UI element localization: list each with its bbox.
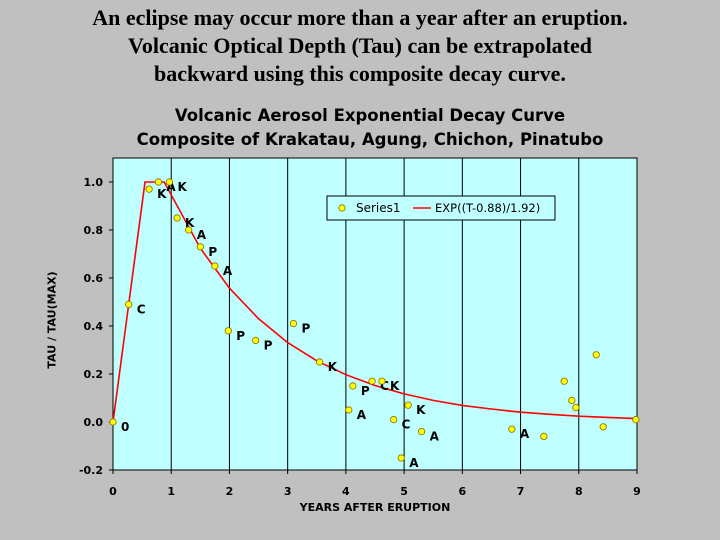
data-point: [390, 415, 398, 424]
data-point: [154, 178, 163, 186]
data-point: [173, 214, 181, 222]
data-point: [417, 427, 426, 436]
y-tick-label: -0.2: [79, 464, 103, 477]
y-tick-label: 0.2: [84, 368, 104, 381]
data-point: [109, 418, 117, 426]
point-label: K: [177, 180, 187, 194]
data-point: [572, 403, 580, 412]
data-point: [540, 432, 548, 440]
data-point: [508, 425, 516, 433]
data-point: [345, 406, 353, 414]
legend-marker: [338, 204, 346, 212]
x-tick-label: 8: [575, 485, 583, 498]
x-tick-label: 3: [284, 485, 292, 498]
data-point: [599, 423, 607, 431]
data-point: [349, 382, 357, 390]
data-point: [125, 300, 133, 308]
data-point: [211, 262, 219, 270]
data-point: [568, 396, 576, 404]
point-label: K: [328, 360, 338, 374]
data-point: [632, 415, 640, 424]
point-label: C: [380, 379, 389, 393]
legend-box: [326, 195, 556, 221]
point-label: C: [137, 302, 146, 316]
data-point: [165, 178, 174, 186]
point-label: P: [236, 329, 245, 343]
chart-title: Volcanic Aerosol Exponential Decay Curve…: [100, 104, 640, 152]
legend-fit-label: EXP((T-0.88)/1.92): [435, 201, 540, 215]
data-point: [289, 319, 298, 328]
slide-title-line-2: Volcanic Optical Depth (Tau) can be extr…: [127, 33, 593, 58]
data-point: [185, 226, 193, 234]
data-point: [378, 377, 386, 385]
point-label: K: [157, 187, 167, 201]
data-point: [368, 377, 376, 385]
chart-title-line-1: Volcanic Aerosol Exponential Decay Curve: [174, 106, 566, 125]
point-label: K: [416, 403, 426, 417]
point-label: A: [430, 430, 440, 444]
x-tick-label: 9: [633, 485, 641, 498]
y-tick-label: 1.0: [84, 176, 104, 189]
data-point: [252, 336, 260, 344]
y-axis-label: TAU / TAU(MAX): [45, 271, 59, 369]
x-tick-label: 2: [226, 485, 234, 498]
data-point: [397, 454, 405, 462]
point-label: K: [390, 379, 400, 393]
x-tick-label: 0: [109, 485, 117, 498]
y-tick-label: 0.6: [84, 272, 104, 285]
y-tick-label: 0.8: [84, 224, 104, 237]
x-tick-label: 5: [400, 485, 408, 498]
slide-title-line-1: An eclipse may occur more than a year af…: [92, 5, 628, 30]
data-point: [560, 377, 568, 385]
point-label: A: [223, 264, 233, 278]
x-axis-label: YEARS AFTER ERUPTION: [299, 501, 451, 514]
slide-title: An eclipse may occur more than a year af…: [0, 4, 720, 88]
chart-title-line-2: Composite of Krakatau, Agung, Chichon, P…: [136, 130, 604, 149]
point-label: P: [264, 338, 273, 352]
point-label: A: [166, 180, 176, 194]
x-tick-label: 1: [167, 485, 175, 498]
data-point: [404, 401, 412, 409]
x-tick-label: 6: [459, 485, 467, 498]
point-label: A: [520, 427, 530, 441]
point-label: P: [361, 384, 370, 398]
point-label: C: [402, 418, 411, 432]
data-point: [316, 358, 324, 366]
x-tick-label: 7: [517, 485, 525, 498]
y-tick-label: 0.4: [84, 320, 104, 333]
legend-series1-label: Series1: [356, 201, 401, 215]
point-label: A: [357, 408, 367, 422]
point-label: K: [185, 216, 195, 230]
data-point: [145, 185, 153, 193]
point-label: P: [301, 322, 310, 336]
data-point: [592, 351, 600, 359]
x-tick-label: 4: [342, 485, 350, 498]
point-label: A: [197, 228, 207, 242]
slide-title-line-3: backward using this composite decay curv…: [154, 61, 566, 86]
point-label: A: [409, 456, 419, 470]
point-label: 0: [121, 420, 129, 434]
data-point: [196, 243, 204, 251]
data-point: [224, 327, 232, 335]
y-tick-label: 0.0: [84, 416, 104, 429]
point-label: P: [208, 245, 217, 259]
